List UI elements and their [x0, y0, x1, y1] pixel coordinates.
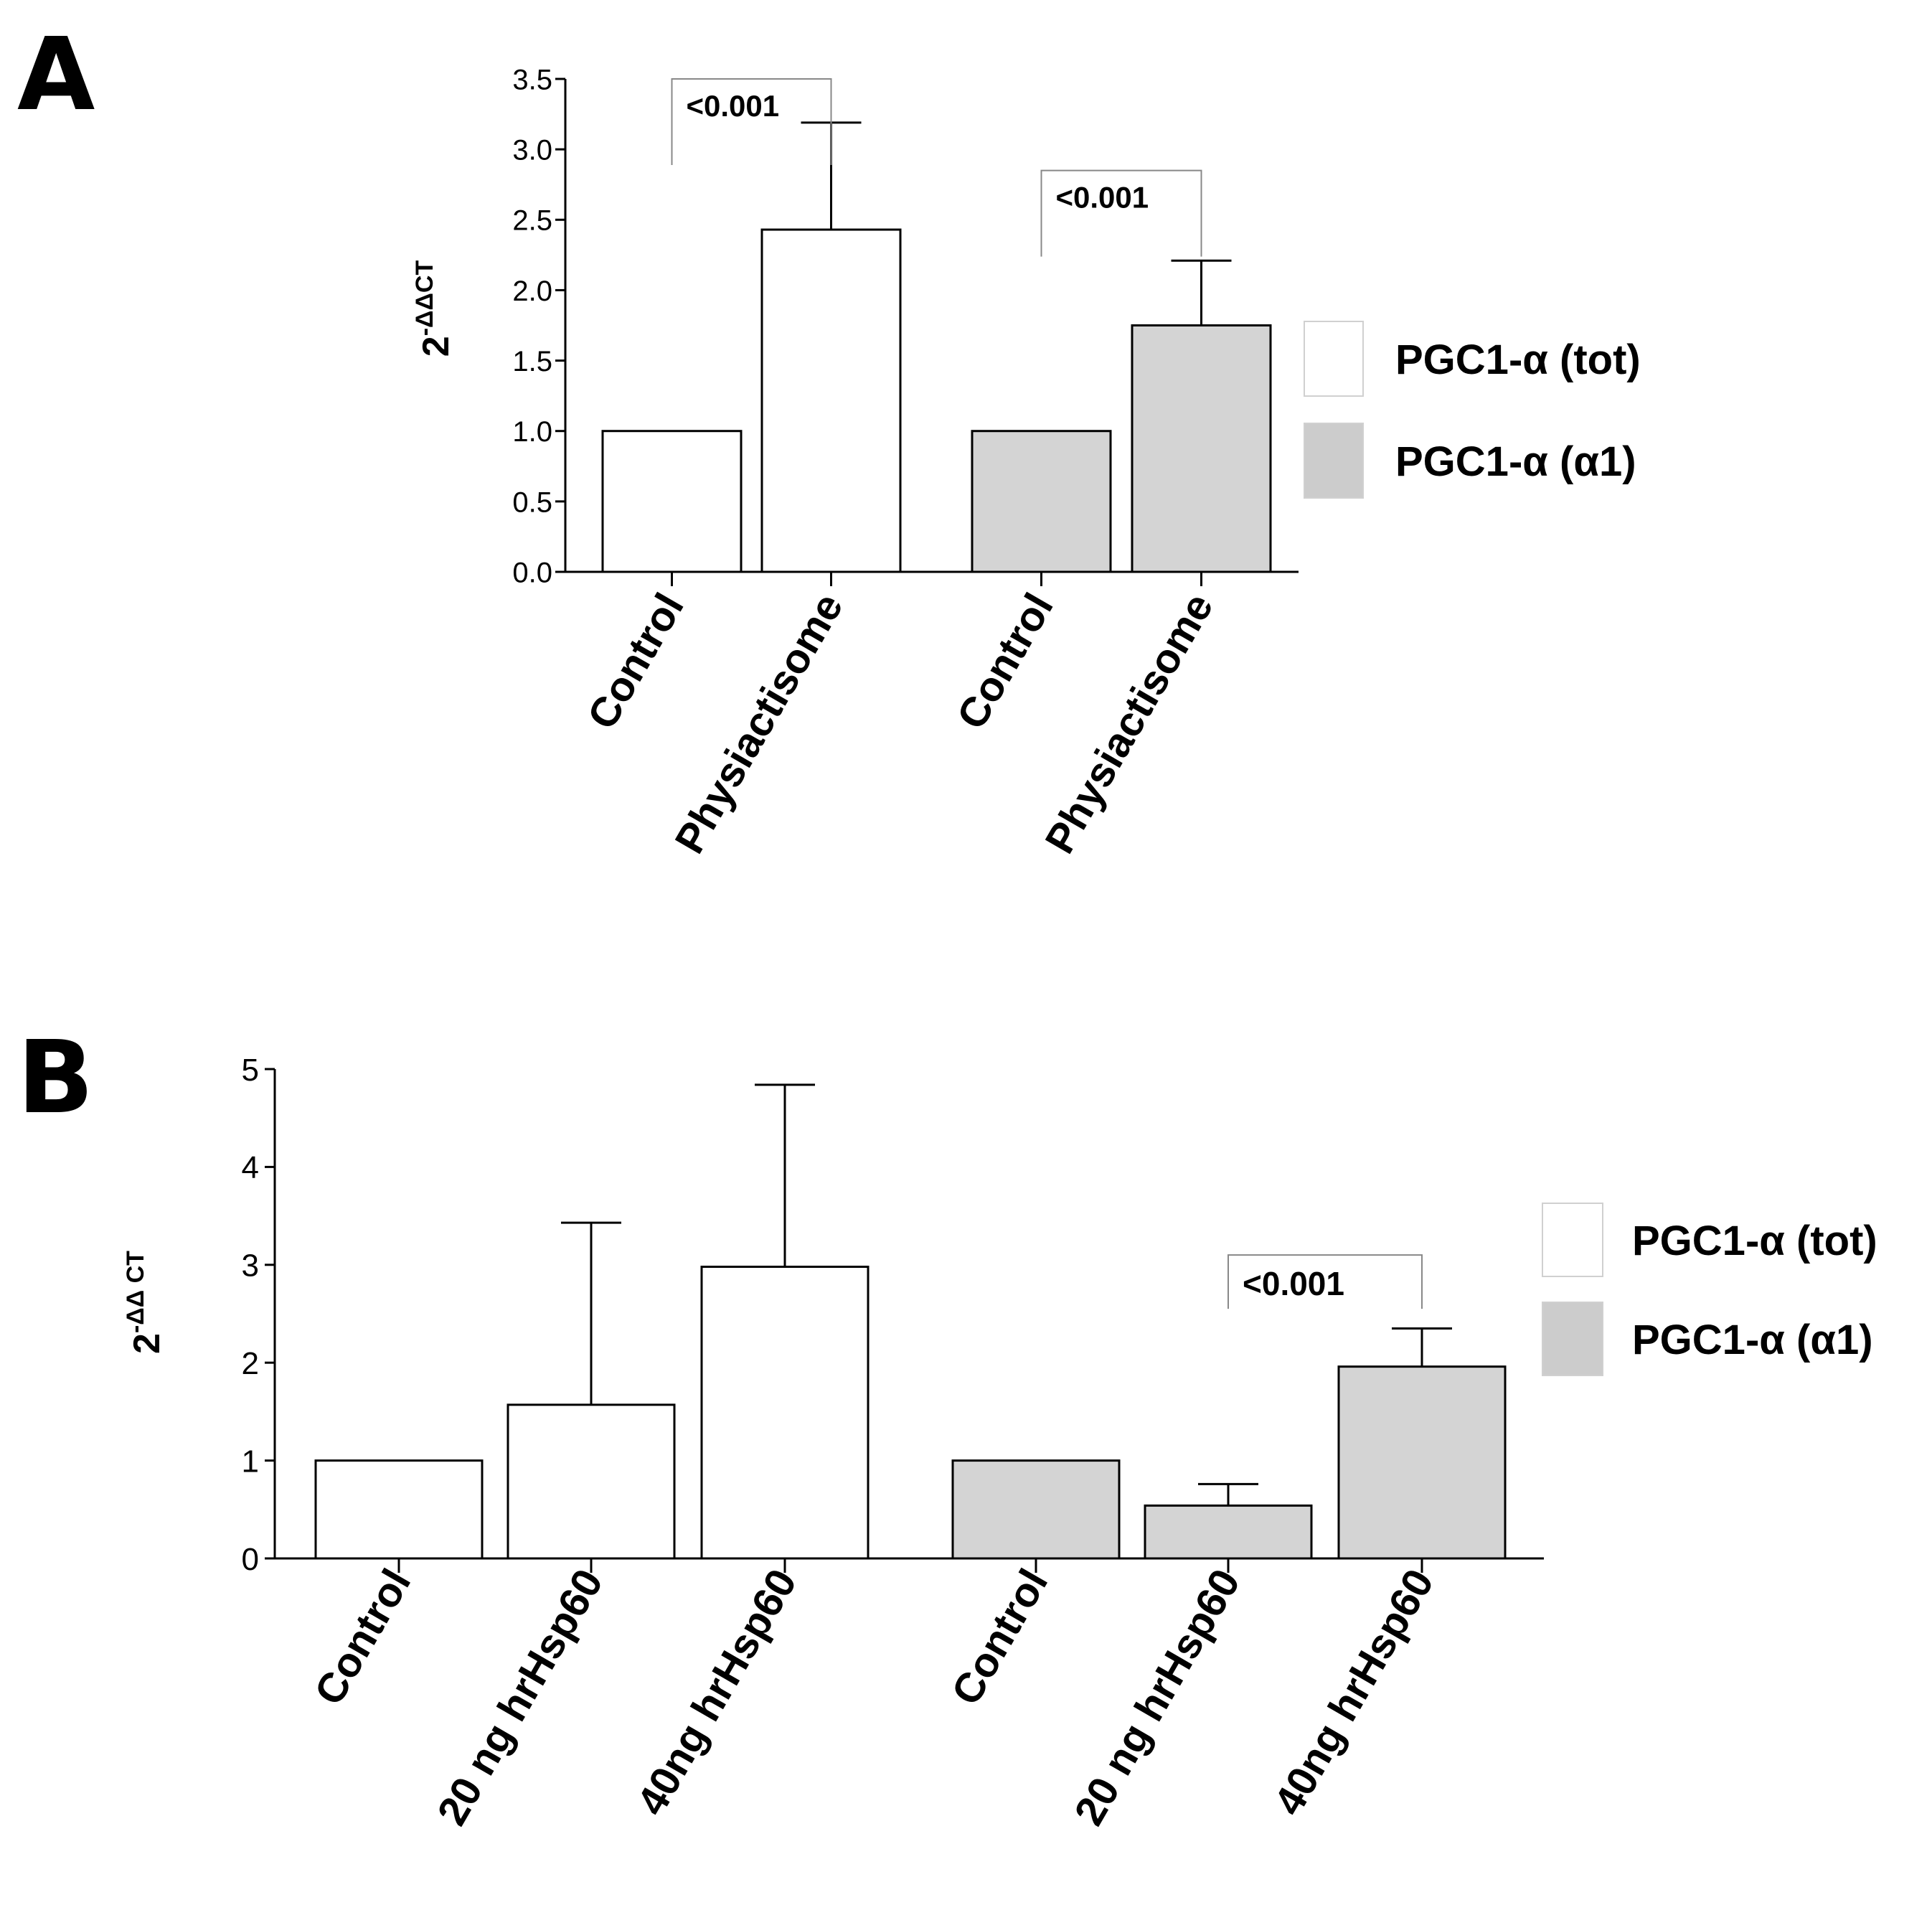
- chart-panel-b: Control 20 ng hrHsp60 40ng hrHsp60 Control 2…: [122, 1053, 1877, 1833]
- legend-swatch: [1304, 321, 1364, 397]
- y-axis-label: 2-ΔΔCT: [411, 260, 457, 357]
- bar: [700, 1266, 870, 1560]
- legend-label: PGC1-α (tot): [1395, 337, 1641, 383]
- y-tick-label: 2.0: [512, 276, 552, 307]
- x-tick-label: Physiactisome: [666, 585, 852, 861]
- y-axis-label-exponent: -ΔΔ CT: [122, 1251, 149, 1333]
- y-axis-label-base: 2: [126, 1333, 168, 1354]
- bar: [1144, 1504, 1313, 1560]
- bar: [1131, 324, 1272, 573]
- significance-label: <0.001: [1056, 181, 1149, 215]
- legend-swatch: [1542, 1203, 1603, 1277]
- bar: [1337, 1365, 1507, 1560]
- x-tick-label: 40ng hrHsp60: [1265, 1561, 1443, 1823]
- bar: [951, 1459, 1121, 1560]
- legend-label: PGC1-α (α1): [1632, 1317, 1873, 1363]
- bar: [601, 430, 743, 573]
- x-tick-label: Control: [306, 1561, 420, 1713]
- y-axis-label: 2-ΔΔ CT: [122, 1251, 168, 1354]
- significance-bracket: [671, 78, 832, 165]
- x-tick-label: Physiactisome: [1036, 585, 1222, 861]
- y-tick-label: 1.5: [512, 346, 552, 377]
- legend-swatch: [1304, 423, 1364, 499]
- y-tick-label: 0.0: [512, 557, 552, 588]
- legend-label: PGC1-α (α1): [1395, 438, 1636, 485]
- x-tick-label: Control: [948, 585, 1062, 737]
- y-tick-label: 0.5: [512, 486, 552, 518]
- y-tick-label: 2: [242, 1346, 259, 1381]
- legend-label: PGC1-α (tot): [1632, 1218, 1877, 1264]
- y-tick-label: 3.0: [512, 135, 552, 166]
- y-axis-label-base: 2: [415, 336, 457, 357]
- y-tick-label: 3.5: [512, 64, 552, 95]
- significance-label: <0.001: [1243, 1265, 1344, 1302]
- significance-bracket: [1227, 1254, 1423, 1309]
- x-tick-label: Control: [578, 585, 692, 737]
- panel-letter-a: A: [17, 17, 95, 133]
- y-tick-label: 0: [242, 1542, 259, 1577]
- y-axis-label-exponent: -ΔΔCT: [411, 260, 438, 337]
- panel-letter-b: B: [17, 1020, 94, 1137]
- x-tick-label: 20 ng hrHsp60: [1065, 1561, 1249, 1833]
- y-tick-label: 4: [242, 1150, 259, 1185]
- y-tick-label: 1.0: [512, 416, 552, 448]
- bar: [506, 1403, 676, 1560]
- y-tick-label: 5: [242, 1053, 259, 1088]
- bar: [314, 1459, 484, 1560]
- y-tick-label: 3: [242, 1248, 259, 1284]
- x-tick-label: 40ng hrHsp60: [628, 1561, 806, 1823]
- y-tick-label: 1: [242, 1444, 259, 1479]
- significance-label: <0.001: [687, 89, 780, 123]
- x-tick-label: 20 ng hrHsp60: [428, 1561, 612, 1833]
- x-tick-label: Control: [943, 1561, 1057, 1713]
- bar: [971, 430, 1112, 573]
- significance-bracket: [1040, 169, 1202, 257]
- legend-swatch: [1542, 1302, 1603, 1376]
- bar: [760, 228, 902, 573]
- y-tick-label: 2.5: [512, 205, 552, 237]
